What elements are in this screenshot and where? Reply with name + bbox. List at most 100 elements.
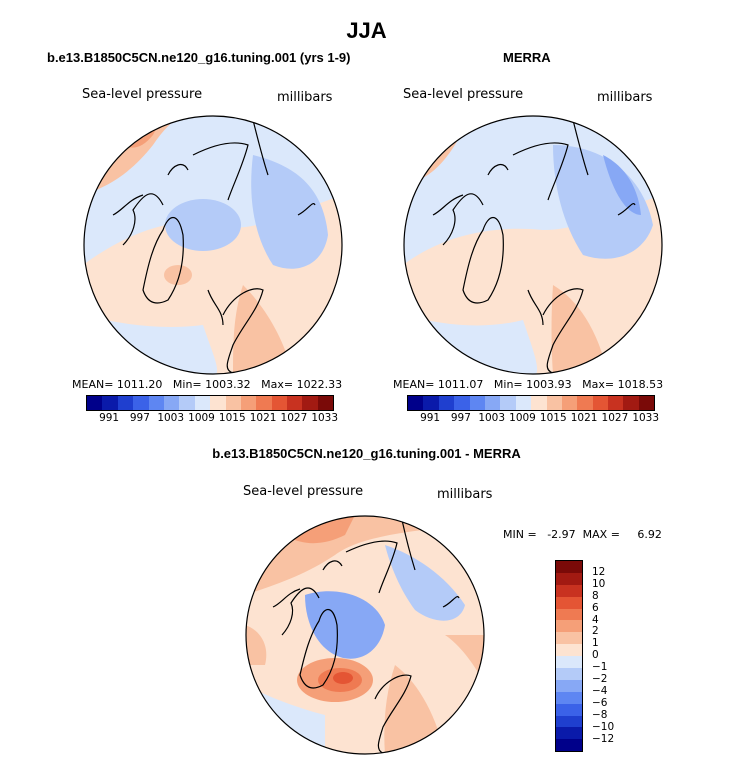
colorbar-ticks-model: 991 997 1003 1009 1015 1021 1027 1033 (86, 412, 338, 426)
colorbar-swatch (623, 396, 639, 410)
stat-min-value: -2.97 (547, 528, 576, 541)
colorbar-tick-label: 10 (592, 577, 606, 590)
colorbar-swatch (556, 620, 582, 633)
polar-map-model (83, 115, 343, 375)
colorbar-swatch (556, 715, 582, 728)
colorbar-swatch (556, 691, 582, 704)
colorbar-tick-label: −2 (592, 673, 608, 685)
stat-max: Max= 1018.53 (582, 378, 664, 391)
colorbar-obs (407, 395, 656, 411)
colorbar-swatch (546, 396, 562, 410)
stat-max-value: 6.92 (637, 528, 662, 541)
colorbar-swatch (87, 396, 103, 410)
stat-min: MIN = (503, 528, 537, 541)
colorbar-swatch (556, 596, 582, 609)
colorbar-ticks-obs: 991 997 1003 1009 1015 1021 1027 1033 (407, 412, 659, 426)
colorbar-diff (555, 560, 583, 753)
colorbar-tick-label: 2 (592, 625, 599, 638)
figure-title: JJA (346, 18, 387, 43)
stats-obs: MEAN= 1011.07 Min= 1003.93 Max= 1018.53 (393, 378, 663, 391)
colorbar-tick-label: 1021 (570, 412, 598, 424)
colorbar-swatch (117, 396, 134, 410)
colorbar-swatch (454, 396, 470, 410)
colorbar-swatch (287, 396, 303, 410)
stats-model: MEAN= 1011.20 Min= 1003.32 Max= 1022.33 (72, 378, 342, 391)
colorbar-swatch (556, 572, 582, 585)
colorbar-tick-label: 1015 (218, 412, 246, 424)
stat-min: Min= 1003.93 (493, 378, 572, 391)
colorbar-swatch (556, 739, 582, 752)
colorbar-swatch (556, 584, 582, 597)
colorbar-swatch (240, 396, 257, 410)
colorbar-swatch (423, 396, 439, 410)
stat-mean: MEAN= 1011.20 (72, 378, 163, 391)
colorbar-swatch (638, 396, 655, 410)
colorbar-tick-label: 8 (592, 589, 599, 602)
colorbar-tick-label: 6 (592, 601, 599, 614)
colorbar-swatch (256, 396, 272, 410)
colorbar-swatch (408, 396, 424, 410)
colorbar-swatch (531, 396, 547, 410)
colorbar-swatch (500, 396, 516, 410)
colorbar-swatch (556, 608, 582, 621)
panel-title-diff: b.e13.B1850C5CN.ne120_g16.tuning.001 - M… (212, 446, 521, 461)
colorbar-tick-label: 1009 (509, 412, 536, 424)
colorbar-swatch (179, 396, 195, 410)
colorbar-tick-label: 4 (592, 613, 599, 626)
panel-title-obs: MERRA (503, 50, 551, 65)
colorbar-tick-label: 1021 (249, 412, 277, 424)
colorbar-swatch (556, 656, 582, 669)
colorbar-tick-label: 0 (592, 649, 599, 662)
colorbar-tick-label: −10 (592, 720, 615, 733)
colorbar-swatch (163, 396, 180, 410)
colorbar-ticks-diff: 12 10 8 6 4 2 1 0 −1 −2 −4 −6 −8 −10 −12 (592, 560, 632, 752)
colorbar-swatch (148, 396, 164, 410)
colorbar-swatch (561, 396, 578, 410)
colorbar-swatch (577, 396, 593, 410)
polar-map-diff (245, 515, 485, 755)
colorbar-tick-label: 1027 (280, 412, 308, 424)
colorbar-swatch (556, 644, 582, 657)
colorbar-tick-label: −12 (592, 732, 615, 745)
colorbar-swatch (469, 396, 485, 410)
colorbar-tick-label: −1 (592, 661, 608, 674)
colorbar-swatch (438, 396, 455, 410)
colorbar-swatch (102, 396, 118, 410)
colorbar-tick-label: 1033 (632, 412, 660, 424)
colorbar-swatch (225, 396, 241, 410)
units-label-obs: millibars (597, 90, 653, 105)
colorbar-tick-label: 1027 (601, 412, 629, 424)
colorbar-tick-label: 1003 (157, 412, 185, 424)
colorbar-swatch (556, 727, 582, 740)
colorbar-tick-label: 1 (592, 637, 599, 650)
colorbar-swatch (133, 396, 149, 410)
variable-label-obs: Sea-level pressure (403, 87, 524, 102)
variable-label-model: Sea-level pressure (82, 87, 203, 102)
colorbar-swatch (302, 396, 318, 410)
colorbar-swatch (317, 396, 334, 410)
panel-title-model: b.e13.B1850C5CN.ne120_g16.tuning.001 (yr… (47, 50, 351, 65)
colorbar-tick-label: −6 (592, 696, 608, 709)
colorbar-swatch (194, 396, 211, 410)
colorbar-model (86, 395, 335, 411)
colorbar-tick-label: −8 (592, 708, 608, 721)
colorbar-tick-label: 991 (420, 412, 441, 424)
colorbar-swatch (210, 396, 226, 410)
colorbar-swatch (271, 396, 288, 410)
colorbar-swatch (556, 679, 582, 692)
colorbar-tick-label: 12 (592, 565, 606, 578)
colorbar-swatch (556, 668, 582, 680)
colorbar-swatch (515, 396, 532, 410)
colorbar-swatch (556, 632, 582, 645)
stat-min: Min= 1003.32 (172, 378, 251, 391)
colorbar-swatch (556, 703, 582, 716)
colorbar-tick-label: 1015 (539, 412, 567, 424)
units-label-model: millibars (277, 90, 333, 105)
colorbar-tick-label: 1009 (188, 412, 215, 424)
stat-max: MAX = (582, 528, 620, 541)
stat-mean: MEAN= 1011.07 (393, 378, 484, 391)
stats-diff: MIN = -2.97 MAX = 6.92 (503, 528, 662, 541)
colorbar-tick-label: −4 (592, 684, 608, 697)
variable-label-diff: Sea-level pressure (243, 484, 364, 499)
polar-map-obs (403, 115, 663, 375)
